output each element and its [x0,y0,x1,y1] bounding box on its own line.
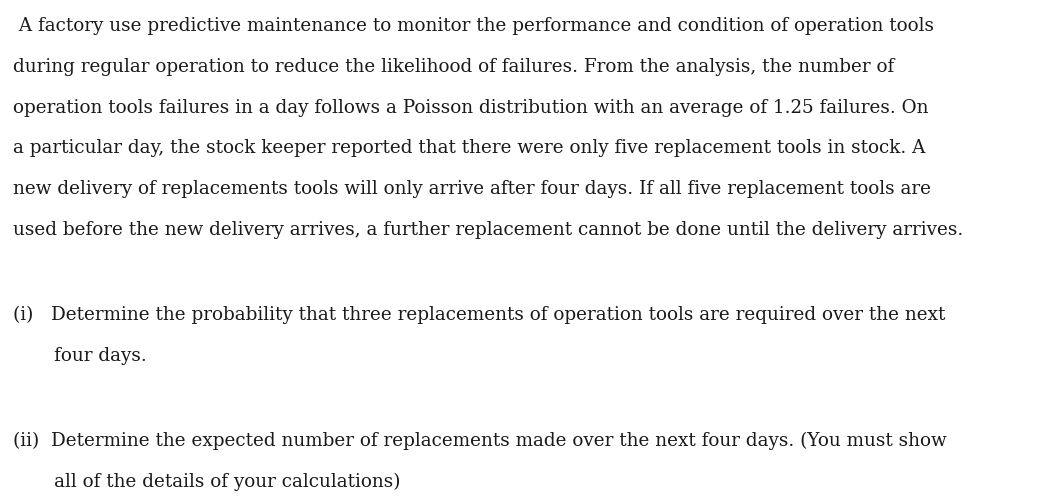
Text: used before the new delivery arrives, a further replacement cannot be done until: used before the new delivery arrives, a … [13,221,963,239]
Text: (ii)  Determine the expected number of replacements made over the next four days: (ii) Determine the expected number of re… [13,432,946,450]
Text: operation tools failures in a day follows a Poisson distribution with an average: operation tools failures in a day follow… [13,99,928,117]
Text: (i)   Determine the probability that three replacements of operation tools are r: (i) Determine the probability that three… [13,306,945,324]
Text: a particular day, the stock keeper reported that there were only five replacemen: a particular day, the stock keeper repor… [13,139,925,157]
Text: A factory use predictive maintenance to monitor the performance and condition of: A factory use predictive maintenance to … [13,17,933,35]
Text: four days.: four days. [13,347,146,365]
Text: new delivery of replacements tools will only arrive after four days. If all five: new delivery of replacements tools will … [13,180,930,198]
Text: all of the details of your calculations): all of the details of your calculations) [13,473,400,491]
Text: during regular operation to reduce the likelihood of failures. From the analysis: during regular operation to reduce the l… [13,58,894,76]
